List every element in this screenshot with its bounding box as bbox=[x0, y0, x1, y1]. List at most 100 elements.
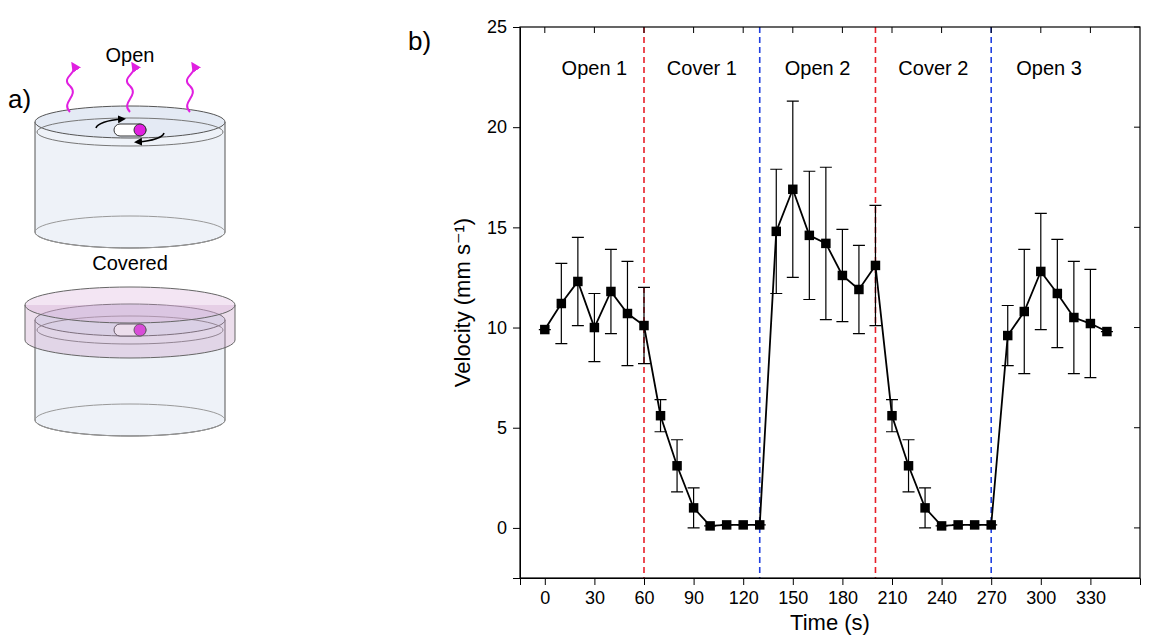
x-axis: 0306090120150180210240270300330 bbox=[521, 578, 1141, 608]
x-tick-mark-top bbox=[842, 27, 843, 33]
y-tick-mark-right bbox=[1134, 327, 1140, 328]
error-bar bbox=[903, 440, 915, 492]
panel-label: b) bbox=[408, 26, 431, 56]
x-tick-label: 330 bbox=[1076, 588, 1106, 608]
plot-area bbox=[539, 27, 1113, 578]
error-bar bbox=[1002, 306, 1014, 366]
y-tick-mark bbox=[513, 528, 520, 529]
y-tick-mark-right bbox=[1134, 27, 1140, 28]
x-tick-label: 0 bbox=[540, 588, 550, 608]
data-point bbox=[772, 227, 781, 236]
x-tick-mark bbox=[743, 578, 744, 585]
y-tick-label: 10 bbox=[487, 318, 507, 338]
x-tick-label: 90 bbox=[684, 588, 704, 608]
x-tick-mark bbox=[644, 578, 645, 585]
error-bar bbox=[1084, 269, 1096, 377]
x-tick-label: 180 bbox=[828, 588, 858, 608]
data-point bbox=[540, 325, 549, 334]
x-tick-mark bbox=[991, 578, 992, 585]
region-label: Open 3 bbox=[1016, 57, 1082, 79]
y-tick-mark bbox=[513, 328, 520, 329]
x-tick: 330 bbox=[1076, 578, 1106, 608]
covered-dish bbox=[25, 287, 235, 436]
data-point bbox=[986, 520, 995, 529]
data-point bbox=[920, 503, 929, 512]
y-axis: 0510152025 bbox=[487, 17, 521, 578]
x-tick-mark-top bbox=[644, 27, 645, 33]
x-tick-mark bbox=[1041, 578, 1042, 585]
y-tick: 0 bbox=[497, 518, 520, 538]
y-axis-title: Velocity (mm s⁻¹) bbox=[450, 218, 475, 387]
data-point bbox=[656, 411, 665, 420]
region-label: Cover 2 bbox=[898, 57, 968, 79]
panel-a: a)OpenCovered bbox=[8, 44, 235, 436]
x-tick: 150 bbox=[778, 578, 808, 608]
rotor-tip bbox=[134, 124, 146, 136]
data-point bbox=[805, 231, 814, 240]
dish-bottom bbox=[35, 216, 225, 248]
data-point bbox=[573, 277, 582, 286]
x-tick-label: 270 bbox=[977, 588, 1007, 608]
error-bar bbox=[572, 237, 584, 325]
x-tick-label: 150 bbox=[778, 588, 808, 608]
y-tick-mark bbox=[513, 428, 520, 429]
data-point bbox=[722, 520, 731, 529]
x-tick-mark bbox=[1090, 578, 1091, 585]
y-tick-label: 0 bbox=[497, 518, 507, 538]
vapour-arrow bbox=[127, 66, 135, 112]
data-point bbox=[689, 503, 698, 512]
x-tick-mark-top bbox=[743, 27, 744, 33]
y-tick-mark bbox=[513, 127, 520, 128]
y-tick-label: 25 bbox=[487, 17, 507, 37]
x-tick: 180 bbox=[828, 578, 858, 608]
data-point bbox=[970, 520, 979, 529]
data-point bbox=[1102, 327, 1111, 336]
x-tick: 60 bbox=[634, 578, 654, 608]
rotation-arrow bbox=[96, 119, 122, 128]
x-tick: 270 bbox=[977, 578, 1007, 608]
data-point bbox=[1020, 307, 1029, 316]
data-point bbox=[1036, 267, 1045, 276]
data-point bbox=[755, 520, 764, 529]
data-point bbox=[871, 261, 880, 270]
error-bar bbox=[1068, 261, 1080, 373]
x-tick-mark-top bbox=[1090, 27, 1091, 33]
x-tick-mark-top bbox=[1040, 27, 1041, 33]
dish-water bbox=[37, 118, 223, 146]
error-bar bbox=[1035, 213, 1047, 329]
error-bar bbox=[1018, 249, 1030, 373]
error-bar bbox=[688, 488, 700, 528]
panel-label: a) bbox=[8, 84, 31, 114]
divider bbox=[759, 27, 761, 578]
figure: a)OpenCoveredb)0306090120150180210240270… bbox=[0, 0, 1158, 640]
x-tick-label: 300 bbox=[1026, 588, 1056, 608]
data-point bbox=[705, 521, 714, 530]
data-point bbox=[838, 271, 847, 280]
error-bar bbox=[919, 488, 931, 528]
x-tick-mark bbox=[594, 578, 595, 585]
dish-body bbox=[35, 122, 225, 248]
y-tick: 15 bbox=[487, 218, 520, 238]
error-bar bbox=[671, 440, 683, 492]
panel-b: b)03060901201501802102402703003300510152… bbox=[408, 17, 1141, 635]
x-tick-label: 210 bbox=[877, 588, 907, 608]
data-point bbox=[904, 461, 913, 470]
data-line bbox=[545, 189, 1107, 526]
error-bar bbox=[770, 169, 782, 293]
data-point bbox=[854, 285, 863, 294]
data-point bbox=[887, 411, 896, 420]
error-bar bbox=[1051, 239, 1063, 347]
y-tick-mark bbox=[513, 27, 520, 28]
data-point bbox=[953, 520, 962, 529]
data-point bbox=[1003, 331, 1012, 340]
y-tick-mark-right bbox=[1134, 127, 1140, 128]
y-tick-mark-right bbox=[1134, 227, 1140, 228]
data-point bbox=[639, 321, 648, 330]
x-axis-title: Time (s) bbox=[790, 610, 870, 635]
x-tick-mark-top bbox=[693, 27, 694, 33]
rotor-body bbox=[114, 124, 146, 136]
vapour-arrow bbox=[67, 66, 75, 112]
x-tick: 300 bbox=[1026, 578, 1056, 608]
y-tick: 20 bbox=[487, 117, 520, 137]
x-tick-label: 120 bbox=[729, 588, 759, 608]
